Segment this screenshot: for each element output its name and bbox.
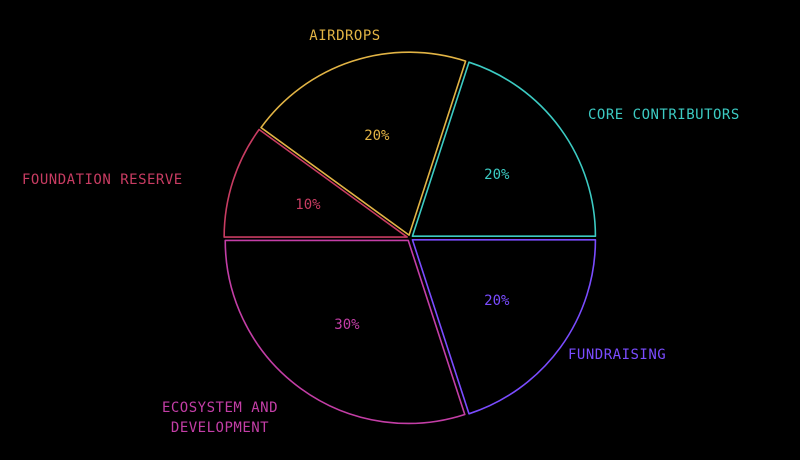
value-label: 10%: [295, 197, 321, 213]
pie-slice: [411, 238, 597, 415]
category-label: ECOSYSTEM AND DEVELOPMENT: [161, 400, 279, 436]
value-label: 30%: [334, 317, 360, 333]
value-label: 20%: [484, 167, 510, 183]
pie-slice: [411, 61, 597, 238]
category-label: AIRDROPS: [309, 28, 381, 44]
category-label: FUNDRAISING: [568, 347, 667, 363]
value-label: 20%: [484, 293, 510, 309]
category-label: FOUNDATION RESERVE: [22, 172, 183, 188]
pie-slice: [224, 239, 466, 425]
pie-slice: [223, 128, 408, 238]
pie-slice: [260, 51, 467, 236]
value-label: 20%: [364, 128, 390, 144]
category-label: CORE CONTRIBUTORS: [588, 107, 740, 123]
